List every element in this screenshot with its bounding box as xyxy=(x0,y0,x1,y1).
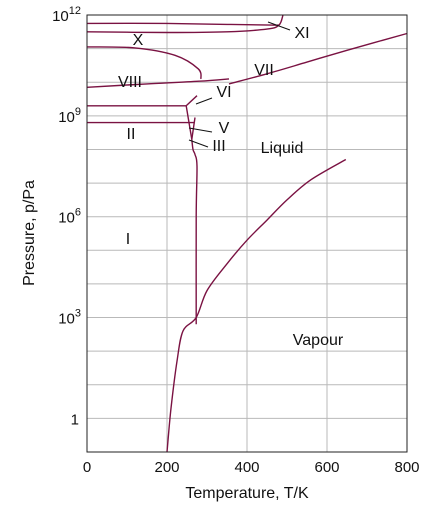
label-leader-line xyxy=(188,139,209,148)
phase-boundary-line xyxy=(185,105,193,140)
annotation-leaders xyxy=(188,21,291,148)
y-tick-labels: 1 103 106 109 1012 xyxy=(52,5,81,428)
label-leader-line xyxy=(267,21,291,31)
region-label: V xyxy=(219,120,230,137)
plot-frame xyxy=(86,14,408,453)
y-tick-label: 1 xyxy=(71,411,79,428)
y-tick-label: 1012 xyxy=(52,5,81,25)
phase-boundary-line xyxy=(86,78,230,88)
phase-boundary-line xyxy=(191,139,198,325)
phase-boundary-line xyxy=(166,158,347,453)
label-leader-line xyxy=(195,97,213,105)
x-axis-label: Temperature, T/K xyxy=(185,485,309,502)
y-tick-label: 103 xyxy=(58,308,81,328)
y-axis-label: Pressure, p/Pa xyxy=(21,180,38,286)
region-label: VIII xyxy=(118,74,142,91)
phase-boundary-line xyxy=(86,14,284,34)
region-label: XI xyxy=(294,25,309,42)
region-label: X xyxy=(133,32,144,49)
y-tick-label: 106 xyxy=(58,207,81,227)
x-tick-label: 600 xyxy=(314,459,339,476)
phase-boundary-line xyxy=(86,46,202,80)
x-tick-label: 800 xyxy=(394,459,419,476)
phase-boundary-line xyxy=(185,95,198,107)
y-tick-label: 109 xyxy=(58,106,81,126)
phase-boundary-line xyxy=(228,32,408,85)
region-label: Vapour xyxy=(293,332,344,349)
region-label: VII xyxy=(254,62,274,79)
grid-lines xyxy=(87,15,407,452)
phase-boundary-line xyxy=(86,22,280,26)
region-label: Liquid xyxy=(261,140,304,157)
x-tick-labels: 0 200 400 600 800 xyxy=(83,459,420,476)
label-leader-line xyxy=(188,127,213,133)
region-label: III xyxy=(212,138,225,155)
region-label: I xyxy=(126,231,130,248)
x-tick-label: 200 xyxy=(154,459,179,476)
x-tick-label: 400 xyxy=(234,459,259,476)
region-label: II xyxy=(127,126,136,143)
x-tick-label: 0 xyxy=(83,459,91,476)
region-label: VI xyxy=(216,84,231,101)
